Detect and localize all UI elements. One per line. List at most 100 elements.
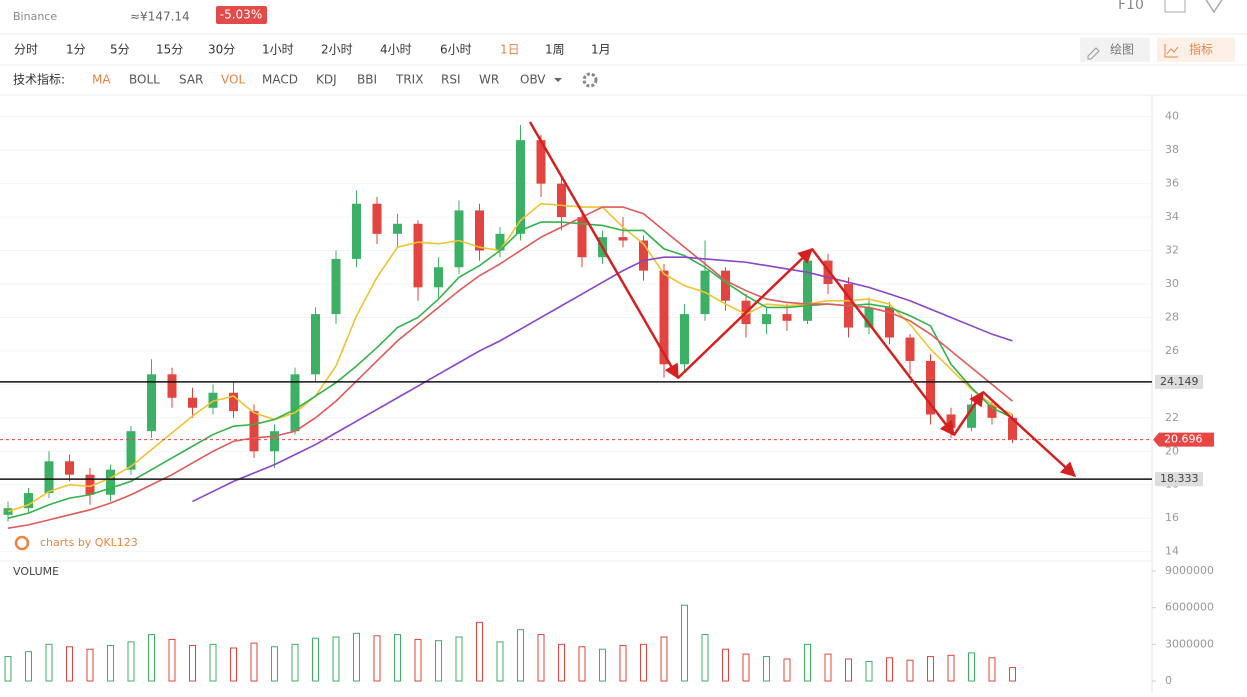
interval-button[interactable]: 1分 [66,43,86,57]
interval-button[interactable]: 1日 [500,43,520,57]
arrow [811,248,955,437]
f10[interactable]: F10 [1118,0,1144,13]
watermark: charts by QKL123 [40,536,138,549]
candle-body [495,233,505,251]
candle-body [270,431,279,452]
indicator-button[interactable]: BOLL [129,73,160,87]
volume-bar [476,621,483,682]
candle-body [352,203,361,259]
watermark-logo [14,535,30,551]
volume-bar [1009,667,1016,682]
interval-button[interactable]: 15分 [156,43,183,57]
volume-bar [127,641,135,682]
y-tick-label: 9000000 [1165,564,1214,577]
cny-price: ≈¥147.14 [130,10,190,24]
ma-line [7,206,1014,530]
volume-bar [291,643,299,682]
draw-label[interactable]: 绘图 [1110,42,1134,57]
interval-button[interactable]: 1月 [591,43,611,57]
volume-bar [496,641,504,682]
indicator-button[interactable]: BBI [357,73,377,87]
volume-bar [4,656,12,682]
interval-button[interactable]: 1小时 [262,43,294,57]
interval-button[interactable]: 分时 [14,43,38,57]
indicator-button[interactable]: VOL [221,73,245,87]
y-tick-label: 38 [1165,143,1179,156]
volume-bar [537,634,545,682]
trend-arrows [528,121,1077,478]
candle-body [987,404,997,418]
candle-body [311,314,320,375]
volume-bar [148,634,155,682]
y-tick-label: 32 [1165,244,1179,257]
indicator-button[interactable]: RSI [441,73,461,87]
volume-bar [189,645,196,682]
indicator-button[interactable]: MA [92,73,111,87]
volume-bar [722,648,729,682]
interval-button[interactable]: 6小时 [440,43,472,57]
interval-button[interactable]: 5分 [110,43,130,57]
candle-body [24,493,33,509]
volume-bar [640,643,647,682]
fullscreen-icon[interactable] [1164,0,1186,13]
y-tick-label: 40 [1165,110,1179,123]
candle-body [659,270,669,365]
volume-bar [45,643,53,682]
volume-bar [414,638,422,682]
ma-line [192,256,1013,503]
settings-icon[interactable] [582,72,598,88]
candle-body [65,461,74,475]
indicator-button[interactable]: SAR [179,73,203,87]
volume-bar [804,643,811,682]
candle-body [864,307,874,328]
arrow [677,247,814,379]
candle-body [577,217,587,258]
volume-bar [865,660,873,682]
volume-bar [927,656,934,682]
star-icon[interactable] [1205,0,1223,14]
interval-button[interactable]: 30分 [208,43,235,57]
volume-bar [332,636,340,682]
volume-bar [250,642,258,682]
panel-title: VOLUME [13,565,59,578]
interval-button[interactable]: 1周 [545,43,565,57]
candle-body [126,431,136,470]
volume-bar [66,646,73,682]
change-badge [216,6,267,24]
volume-bar [742,653,750,682]
volume-bar [783,658,791,682]
indicator-button[interactable]: OBV [520,73,546,87]
volume-bar [824,653,832,682]
candle-body [516,140,525,234]
candle-body [782,314,792,321]
candle-body [803,260,812,321]
indicator-button[interactable]: TRIX [395,73,423,87]
candle-body [44,461,54,494]
price-line-tag [1155,374,1203,389]
y-tick-label: 0 [1165,674,1172,687]
last-price-tag [1153,432,1214,447]
volume-bar [558,643,565,682]
volume-bar [353,632,360,682]
candle-body [290,374,300,432]
y-tick-label: 20 [1165,444,1179,457]
interval-button[interactable]: 2小时 [321,43,353,57]
price-line-tag [1155,472,1203,487]
indicator-button[interactable]: KDJ [316,73,337,87]
volume-bar [25,651,32,682]
price-line-label: 18.333 [1160,472,1199,485]
interval-button[interactable]: 4小时 [380,43,412,57]
y-tick-label: 34 [1165,210,1179,223]
candle-body [680,314,689,365]
indicator-label[interactable]: 指标 [1189,42,1213,57]
indicator-button[interactable]: MACD [262,73,298,87]
indicator-button[interactable]: WR [479,73,499,87]
volume-bar [660,636,668,682]
candle-body [967,404,976,428]
volume-bar [619,645,627,682]
candle-body [208,392,218,408]
candle-body [331,258,341,315]
y-tick-label: 26 [1165,344,1179,357]
dropdown-caret[interactable] [554,78,562,82]
candle-body [1008,417,1017,440]
